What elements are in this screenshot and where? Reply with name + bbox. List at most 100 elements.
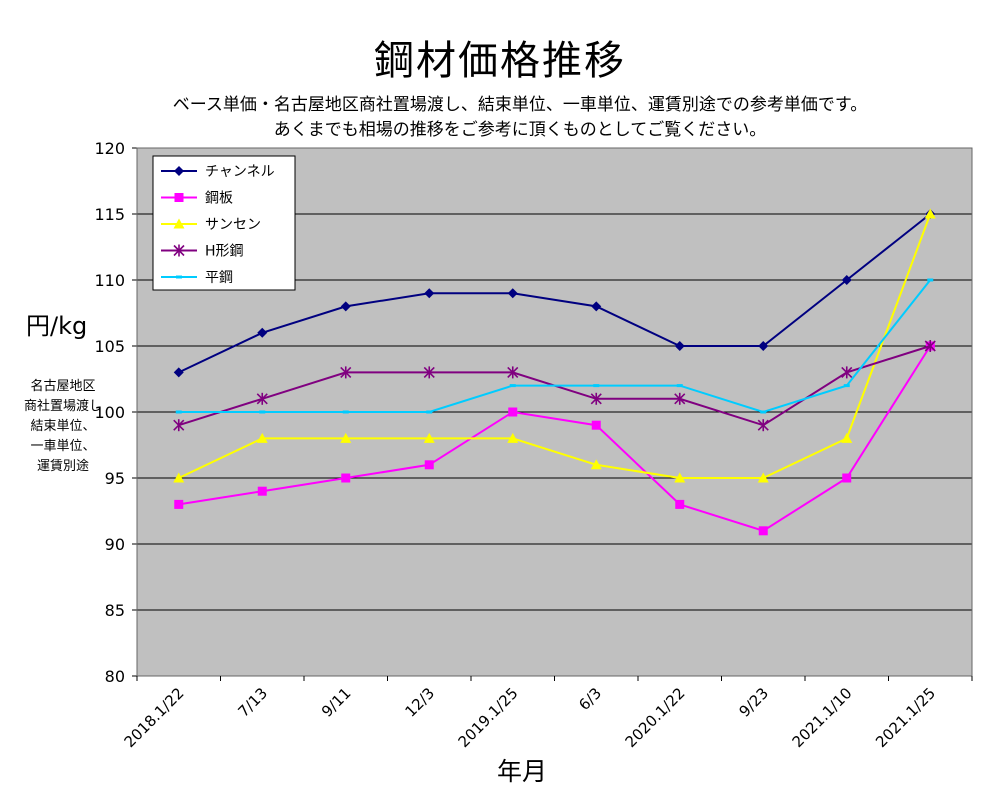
data-point (507, 288, 518, 299)
data-point (256, 392, 268, 405)
legend-item: 平鋼 (161, 270, 233, 286)
data-point (257, 327, 268, 338)
data-point (843, 384, 850, 388)
data-point (591, 420, 601, 430)
legend-marker (174, 166, 184, 176)
y-tick-label: 90 (105, 535, 125, 554)
data-point (509, 384, 516, 388)
legend-item: チャンネル (161, 164, 275, 180)
data-point (760, 410, 767, 414)
x-tick-label: 9/23 (736, 684, 773, 721)
y-tick-label: 95 (105, 469, 125, 488)
y-axis-note-line: 名古屋地区 (30, 379, 96, 394)
x-tick-label: 7/13 (235, 684, 272, 721)
data-point (259, 410, 266, 414)
x-tick-label: 12/3 (402, 684, 439, 721)
y-tick-label: 115 (94, 205, 125, 224)
data-point (257, 486, 267, 496)
data-point (924, 208, 936, 219)
series-group (175, 278, 934, 414)
data-point (674, 392, 686, 405)
x-tick-label: 6/3 (575, 684, 605, 714)
y-axis-label: 円/kg (26, 312, 88, 340)
series-group (173, 208, 936, 483)
legend-marker (174, 193, 184, 202)
y-tick-label: 110 (94, 271, 125, 290)
legend-label: H形鋼 (205, 244, 244, 260)
data-point (676, 384, 683, 388)
data-point (593, 384, 600, 388)
data-point (173, 419, 185, 432)
data-point (507, 432, 519, 443)
data-point (423, 432, 435, 443)
x-tick-label: 2018.1/22 (121, 684, 188, 751)
legend-item: サンセン (161, 217, 261, 233)
legend-item: H形鋼 (161, 244, 244, 260)
legend-marker (173, 218, 185, 229)
legend-label: 鋼板 (205, 191, 233, 207)
x-tick-label: 2021.1/10 (789, 684, 856, 751)
series-line (178, 345, 932, 532)
data-point (674, 341, 685, 351)
series-line (178, 279, 932, 414)
x-tick-label: 9/11 (318, 684, 355, 721)
data-point (757, 472, 769, 483)
data-point (424, 460, 434, 470)
legend-label: チャンネル (205, 164, 275, 180)
data-point (590, 459, 602, 470)
data-point (675, 499, 685, 509)
data-point (423, 366, 435, 379)
data-point (591, 301, 602, 312)
data-point (841, 275, 852, 285)
data-point (175, 410, 182, 414)
y-axis-note-line: 商社置場渡し (23, 399, 102, 414)
legend-label: サンセン (205, 217, 261, 233)
legend-marker (176, 275, 182, 279)
data-point (757, 419, 769, 432)
data-point (424, 288, 435, 299)
y-tick-label: 85 (105, 601, 125, 620)
data-point (341, 473, 351, 483)
data-point (842, 473, 852, 483)
y-tick-label: 80 (105, 667, 125, 686)
data-point (758, 526, 768, 536)
series-line (178, 213, 931, 374)
series-group (174, 341, 935, 536)
data-point (173, 367, 184, 378)
x-tick-label: 2019.1/25 (455, 684, 522, 751)
chart-title: 鋼材価格推移 (374, 38, 626, 84)
data-point (256, 432, 268, 443)
data-point (426, 410, 433, 414)
y-axis-note-line: 結束単位、 (30, 419, 96, 434)
series-group (173, 209, 936, 378)
data-point (173, 472, 185, 483)
legend-marker (173, 244, 185, 257)
data-point (340, 432, 352, 443)
y-axis-note-line: 運賃別途 (36, 459, 89, 474)
data-point (924, 340, 936, 352)
legend-label: 平鋼 (205, 270, 233, 286)
chart-subtitle-line-1: ベース単価・名古屋地区商社置場渡し、結束単位、一車単位、運賃別途での参考単価です… (172, 95, 868, 115)
y-tick-label: 120 (94, 139, 125, 158)
chart-subtitle-line-2: あくまでも相場の推移をご参考に頂くものとしてご覧ください。 (273, 120, 767, 140)
data-point (758, 341, 769, 351)
data-point (508, 407, 518, 417)
x-axis-label: 年月 (497, 757, 548, 786)
data-point (174, 499, 184, 509)
data-point (507, 366, 519, 379)
y-axis-note-line: 一車単位、 (30, 439, 96, 454)
data-point (340, 301, 351, 312)
data-point (342, 410, 349, 414)
data-point (590, 392, 602, 405)
data-point (841, 366, 853, 379)
data-point (674, 472, 686, 483)
data-point (841, 432, 853, 443)
data-point (340, 366, 352, 379)
y-tick-label: 105 (94, 337, 125, 356)
x-tick-label: 2020.1/22 (622, 684, 689, 751)
data-point (927, 278, 934, 282)
x-tick-label: 2021.1/25 (872, 684, 939, 751)
series-line (178, 213, 932, 479)
